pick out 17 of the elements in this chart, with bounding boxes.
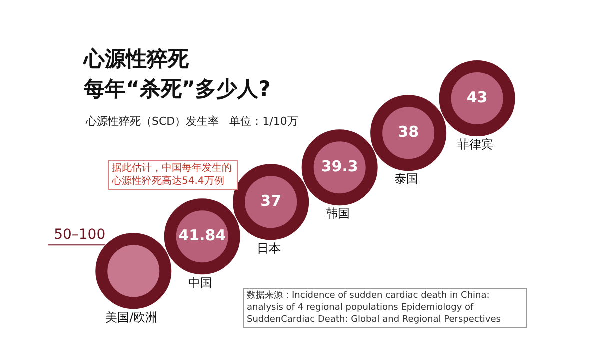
category-label: 美国/欧洲 xyxy=(106,310,158,324)
text: 心源性猝死 xyxy=(84,46,190,73)
source-note: 数据来源：Incidence of sudden cardiac death in China: analysis of 4 regional populations Epidemiology of SuddenCardiac Death: Global and Regional Perspectives xyxy=(243,288,527,328)
data-label: 37 xyxy=(260,192,282,210)
data-label: 39.3 xyxy=(321,157,358,176)
category-label: 菲律宾 xyxy=(457,138,494,152)
data-label: 41.84 xyxy=(178,226,226,245)
category-label: 中国 xyxy=(188,276,212,290)
text: 每年“杀死”多少人? xyxy=(84,76,271,103)
data-label: 43 xyxy=(466,88,488,106)
text: 据此估计，中国每年发生的心源性猝死高达54.4万例 xyxy=(108,160,238,190)
category-label: 韩国 xyxy=(326,206,350,221)
category-label: 日本 xyxy=(257,241,282,256)
text: 50–100 xyxy=(54,226,106,243)
text: 心源性猝死（SCD）发生率 单位：1/10万 xyxy=(86,114,298,129)
data-label: 38 xyxy=(398,122,420,141)
category-label: 泰国 xyxy=(394,172,419,186)
